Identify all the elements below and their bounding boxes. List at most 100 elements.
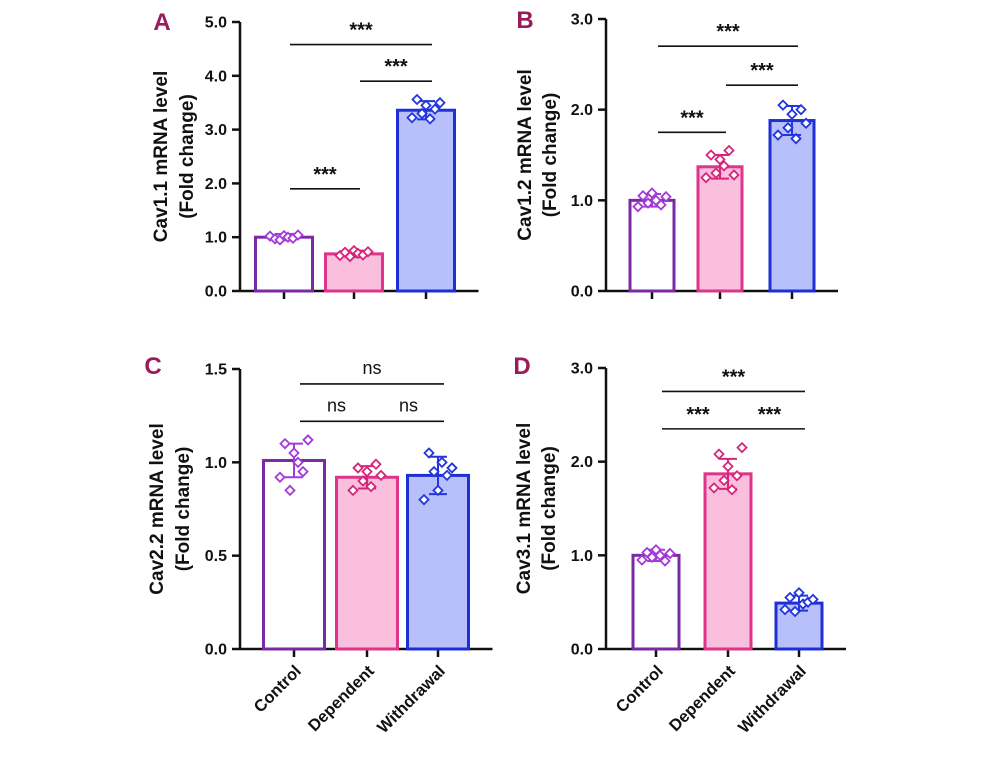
data-point bbox=[292, 456, 304, 469]
bar-dependent bbox=[324, 252, 384, 293]
bar-control bbox=[254, 235, 314, 293]
panel-b: B Cav1.2 mRNA level (Fold change) 0.0 1.0 2.0… bbox=[515, 7, 838, 301]
data-point bbox=[284, 484, 296, 497]
panel-a: A Cav1.1 mRNA level (Fold change) 0.0 1.0 2.0… bbox=[151, 9, 479, 301]
y-tick-label: 1.0 bbox=[571, 193, 593, 210]
data-point bbox=[375, 469, 387, 482]
y-axis-subtitle: (Fold change) bbox=[540, 93, 561, 218]
data-point bbox=[646, 187, 658, 199]
data-point bbox=[288, 447, 300, 459]
data-point bbox=[637, 190, 649, 202]
y-tick-label: 0.0 bbox=[205, 284, 227, 301]
panel-letter: A bbox=[153, 9, 170, 36]
data-point bbox=[736, 441, 748, 454]
data-point bbox=[636, 554, 648, 566]
data-point bbox=[795, 103, 807, 116]
y-tick-label: 0.0 bbox=[571, 642, 593, 659]
bar-control bbox=[631, 553, 681, 651]
category-label: Control bbox=[613, 662, 667, 716]
y-tick-label: 3.0 bbox=[205, 122, 227, 139]
data-point bbox=[713, 448, 725, 460]
data-point bbox=[728, 169, 740, 181]
data-point bbox=[279, 437, 291, 450]
data-point bbox=[731, 469, 743, 482]
data-point bbox=[726, 483, 738, 496]
data-point bbox=[793, 587, 805, 599]
data-point bbox=[441, 469, 453, 482]
data-point bbox=[718, 160, 730, 172]
data-point bbox=[708, 482, 720, 494]
significance-label: *** bbox=[716, 21, 740, 43]
data-point bbox=[424, 113, 436, 125]
data-point bbox=[790, 132, 802, 145]
bar-withdrawal bbox=[406, 473, 470, 651]
panel-d: D Cav3.1 mRNA level (Fold change) 0.0 1.0 2.0… bbox=[513, 353, 846, 737]
data-point bbox=[779, 603, 791, 616]
y-axis-subtitle: (Fold change) bbox=[177, 94, 198, 219]
data-point bbox=[655, 199, 667, 211]
bar-withdrawal bbox=[768, 119, 816, 293]
significance-label: *** bbox=[680, 107, 704, 129]
data-point bbox=[418, 493, 430, 506]
significance-label: *** bbox=[384, 56, 408, 78]
data-point bbox=[436, 456, 448, 469]
data-point bbox=[429, 103, 441, 115]
significance-label: ns bbox=[399, 395, 418, 415]
data-point bbox=[432, 484, 444, 497]
data-point bbox=[632, 200, 644, 213]
data-point bbox=[423, 447, 435, 459]
data-point bbox=[784, 591, 796, 604]
data-point bbox=[434, 96, 446, 109]
data-point bbox=[292, 229, 304, 241]
y-tick-label: 2.0 bbox=[571, 454, 593, 471]
y-tick-label: 1.0 bbox=[205, 230, 227, 247]
y-tick-label: 1.0 bbox=[205, 455, 227, 472]
y-axis-title: Cav3.1 mRNA level bbox=[514, 423, 535, 594]
panel-letter: D bbox=[513, 353, 530, 380]
data-point bbox=[789, 605, 801, 618]
y-tick-label: 3.0 bbox=[571, 361, 593, 378]
data-point bbox=[807, 593, 819, 606]
y-tick-label: 0.5 bbox=[205, 548, 227, 565]
data-point bbox=[777, 99, 789, 111]
y-tick-label: 5.0 bbox=[205, 15, 227, 32]
y-tick-label: 2.0 bbox=[571, 102, 593, 119]
category-label: Dependent bbox=[305, 662, 378, 735]
significance-label: *** bbox=[750, 60, 774, 82]
y-tick-label: 1.5 bbox=[205, 362, 227, 379]
y-tick-label: 0.0 bbox=[571, 284, 593, 301]
significance-label: *** bbox=[349, 20, 373, 42]
category-label: Control bbox=[251, 662, 305, 716]
data-point bbox=[420, 99, 432, 112]
panel-c: C Cav2.2 mRNA level (Fold change) 0.0 0.5 1.0… bbox=[144, 353, 493, 737]
bar-dependent bbox=[335, 475, 399, 651]
data-point bbox=[352, 462, 364, 474]
data-point bbox=[660, 190, 672, 203]
category-label: Withdrawal bbox=[735, 662, 810, 737]
bar-withdrawal bbox=[396, 108, 456, 293]
y-tick-label: 4.0 bbox=[205, 68, 227, 85]
data-point bbox=[718, 474, 730, 487]
bar-control bbox=[628, 198, 676, 293]
data-point bbox=[664, 547, 676, 560]
panel-letter: B bbox=[516, 7, 533, 34]
data-point bbox=[406, 111, 418, 124]
category-label: Withdrawal bbox=[374, 662, 449, 737]
data-point bbox=[659, 555, 671, 567]
significance-label: *** bbox=[313, 164, 337, 186]
y-tick-label: 1.0 bbox=[571, 548, 593, 565]
y-tick-label: 3.0 bbox=[571, 12, 593, 29]
y-axis-subtitle: (Fold change) bbox=[539, 446, 560, 571]
y-axis-title: Cav1.1 mRNA level bbox=[151, 71, 172, 242]
data-point bbox=[365, 480, 377, 493]
significance-label: *** bbox=[758, 404, 782, 426]
data-point bbox=[710, 167, 722, 179]
data-point bbox=[416, 107, 428, 120]
data-point bbox=[411, 93, 423, 106]
data-point bbox=[302, 434, 314, 446]
data-point bbox=[642, 197, 654, 209]
panel-letter: C bbox=[144, 353, 161, 380]
data-point bbox=[782, 122, 794, 134]
data-point bbox=[446, 462, 458, 474]
